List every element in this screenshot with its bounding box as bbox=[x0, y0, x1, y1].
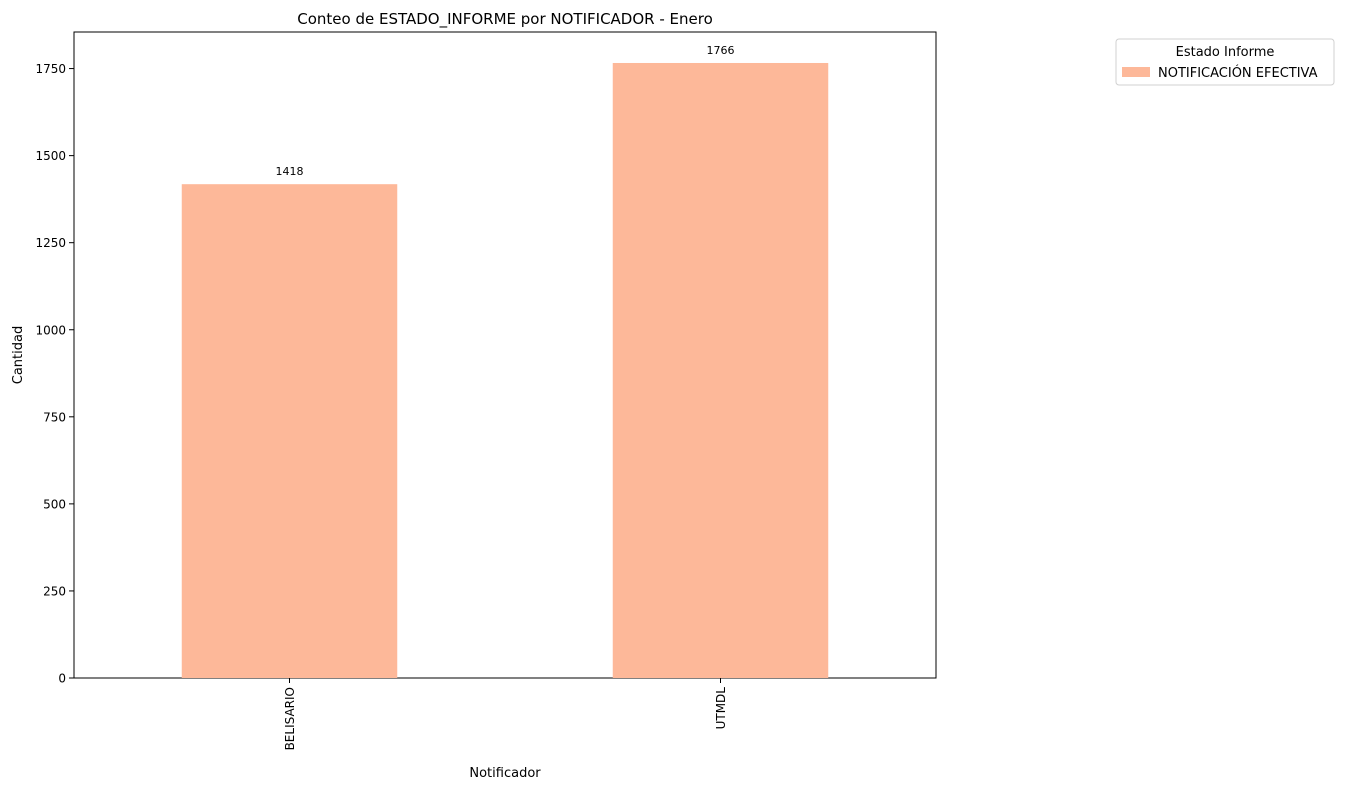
legend-title: Estado Informe bbox=[1176, 45, 1275, 60]
y-tick-label: 1750 bbox=[35, 62, 66, 76]
bars-group bbox=[181, 62, 829, 678]
y-tick-label: 250 bbox=[43, 584, 66, 598]
bar-value-label: 1766 bbox=[707, 44, 735, 57]
y-tick-label: 500 bbox=[43, 497, 66, 511]
bar-utmdl bbox=[612, 62, 829, 678]
bar-value-labels: 1418 1766 bbox=[276, 44, 735, 178]
x-tick-label: UTMDL bbox=[714, 687, 728, 730]
y-axis-label: Cantidad bbox=[11, 326, 26, 384]
y-tick-label: 1000 bbox=[35, 323, 66, 337]
bar-value-label: 1418 bbox=[276, 165, 304, 178]
y-axis: 0 250 500 750 1000 1250 1500 1750 bbox=[35, 62, 74, 686]
x-axis: BELISARIO UTMDL bbox=[283, 678, 728, 750]
legend-entry-label: NOTIFICACIÓN EFECTIVA bbox=[1158, 65, 1318, 81]
legend-swatch bbox=[1122, 67, 1150, 77]
legend: Estado Informe NOTIFICACIÓN EFECTIVA bbox=[1115, 38, 1335, 86]
bar-belisario bbox=[181, 184, 398, 678]
y-tick-label: 750 bbox=[43, 410, 66, 424]
x-axis-label: Notificador bbox=[469, 766, 541, 781]
x-tick-label: BELISARIO bbox=[283, 687, 297, 750]
y-tick-label: 1500 bbox=[35, 149, 66, 163]
y-tick-label: 0 bbox=[58, 672, 66, 686]
chart-title: Conteo de ESTADO_INFORME por NOTIFICADOR… bbox=[297, 10, 713, 29]
legend-frame bbox=[1115, 38, 1335, 86]
y-tick-label: 1250 bbox=[35, 236, 66, 250]
